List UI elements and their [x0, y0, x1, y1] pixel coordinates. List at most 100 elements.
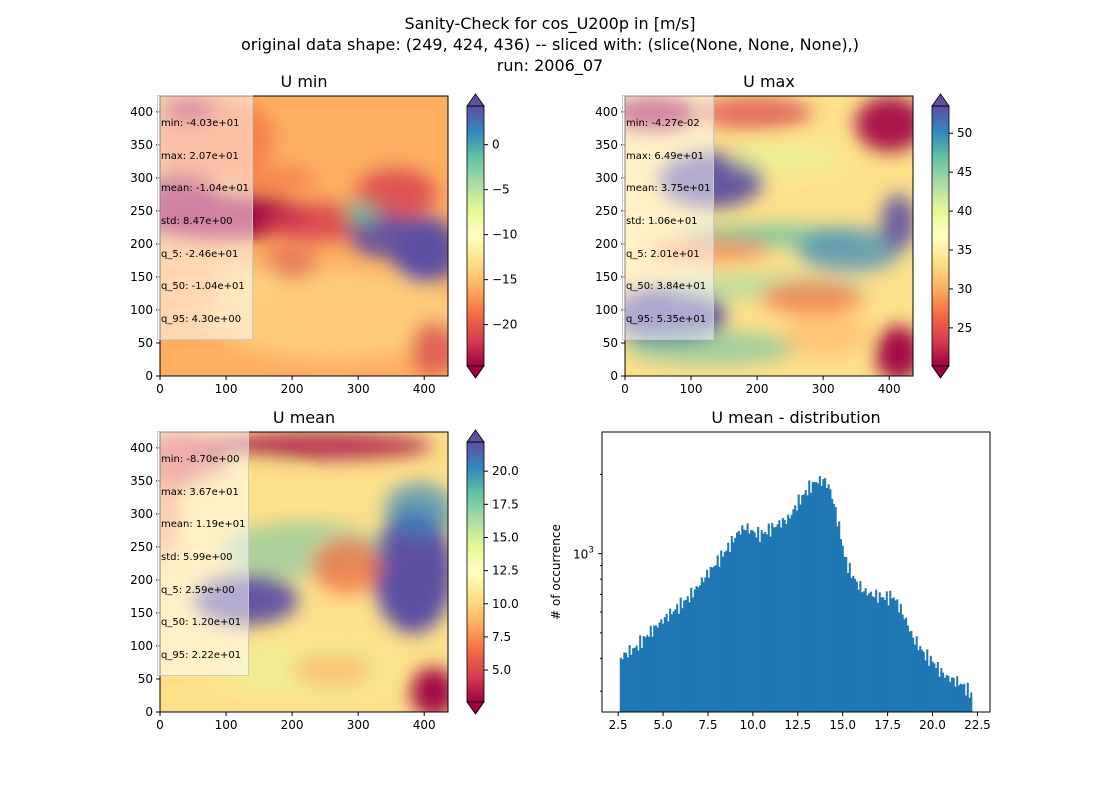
histogram-bar	[697, 587, 700, 712]
umin-colorbar-tick-label: −20	[492, 318, 517, 332]
umax-stats-box: min: -4.27e-02 max: 6.49e+01 mean: 3.75e…	[622, 95, 715, 340]
histogram-bar	[873, 597, 876, 712]
histogram-bar	[751, 530, 754, 712]
umax-stat-q95: q_95: 5.35e+01	[626, 314, 707, 326]
histogram-bar	[788, 518, 791, 712]
umean-stat-max: max: 3.67e+01	[161, 486, 239, 498]
histogram-bar	[827, 484, 830, 712]
histogram-bar	[741, 525, 744, 712]
umax-y-tick-label: 400	[595, 105, 618, 119]
umax-y-tick-label: 0	[610, 369, 618, 383]
histogram-bar	[665, 613, 668, 712]
umin-y-tick-label: 350	[130, 138, 153, 152]
histogram-bar	[825, 488, 828, 712]
histogram-bar	[929, 655, 932, 712]
histogram-bar	[760, 530, 763, 712]
histogram-bar	[725, 550, 728, 712]
histogram-bar	[679, 597, 682, 712]
histogram-x-tick-label: 15.0	[829, 718, 856, 732]
umean-stat-mean: mean: 1.19e+01	[161, 519, 246, 531]
histogram-bar	[688, 602, 691, 712]
histogram-bar	[799, 504, 802, 712]
histogram-bar	[785, 523, 788, 712]
histogram-bar	[968, 697, 971, 712]
umax-heatmap-cell	[760, 280, 865, 315]
umax-y-tick-label: 350	[595, 138, 618, 152]
histogram-bar	[670, 614, 673, 712]
histogram-x-tick-label: 5.0	[654, 718, 673, 732]
histogram-bar	[676, 604, 679, 712]
histogram-bar	[755, 537, 758, 712]
histogram-bar	[728, 552, 732, 712]
umin-stat-min: min: -4.03e+01	[161, 117, 240, 129]
histogram-bar	[686, 596, 689, 712]
histogram-bar	[787, 514, 790, 712]
histogram-bar	[887, 605, 890, 712]
histogram-x-tick-label: 22.5	[964, 718, 991, 732]
umean-stat-min: min: -8.70e+00	[161, 453, 240, 465]
histogram-bar	[693, 589, 696, 712]
umin-heatmap-cell	[355, 168, 437, 220]
umin-colorbar-tick-label: −5	[492, 183, 510, 197]
umax-colorbar	[932, 106, 949, 366]
histogram-bar	[662, 623, 665, 712]
histogram-bar	[713, 566, 716, 712]
histogram-bar	[621, 659, 624, 712]
histogram-bar	[709, 566, 712, 712]
histogram-bar	[736, 532, 739, 712]
umean-heatmap-cell	[384, 482, 448, 539]
histogram-bar	[669, 608, 672, 712]
umin-panel-title: U min	[280, 72, 328, 91]
histogram-bar	[695, 586, 698, 712]
histogram-bar	[632, 648, 635, 712]
histogram-bar	[943, 677, 946, 712]
histogram-bar	[938, 676, 941, 712]
histogram-bar	[707, 577, 710, 712]
histogram-bar	[633, 647, 636, 712]
histogram-bar	[839, 539, 843, 712]
umean-colorbar-tick-label: 15.0	[492, 530, 519, 544]
histogram-bar	[723, 551, 726, 712]
histogram-bar	[773, 527, 776, 712]
histogram-bar	[820, 485, 823, 712]
histogram-bar	[748, 533, 751, 712]
histogram-bar	[838, 521, 841, 712]
histogram-bar	[852, 575, 855, 712]
histogram-bar	[817, 483, 820, 712]
umax-y-tick-label: 250	[595, 204, 618, 218]
histogram-x-tick-label: 20.0	[919, 718, 946, 732]
umin-x-tick-label: 300	[347, 382, 370, 396]
histogram-bar	[957, 685, 961, 712]
histogram-bar	[947, 675, 950, 712]
histogram-bar	[917, 650, 920, 712]
histogram-bar	[769, 536, 772, 712]
umin-colorbar-extend-bottom	[466, 365, 485, 379]
histogram-x-tick-label: 2.5	[609, 718, 628, 732]
umin-y-tick-label: 200	[130, 237, 153, 251]
umin-heatmap-cell	[234, 166, 316, 194]
histogram-bar	[644, 637, 647, 712]
umax-colorbar-frame	[931, 105, 950, 367]
umean-stat-q50: q_50: 1.20e+01	[161, 617, 242, 629]
umean-x-tick-label: 100	[215, 718, 238, 732]
umean-heatmap-cell	[373, 510, 448, 634]
histogram-bar	[630, 654, 633, 712]
histogram-bar	[750, 530, 753, 712]
histogram-bar	[628, 645, 631, 712]
histogram-bar	[829, 489, 832, 712]
umean-heatmap-cell	[203, 432, 434, 460]
histogram-x-tick-label: 10.0	[740, 718, 767, 732]
umax-x-tick-label: 300	[812, 382, 835, 396]
histogram-bar	[956, 676, 959, 712]
umax-heatmap-cell	[797, 227, 902, 273]
histogram-bar	[922, 651, 925, 712]
histogram-bar	[758, 541, 761, 712]
histogram-bar	[889, 590, 892, 712]
histogram-bar	[743, 529, 746, 712]
histogram-bar	[716, 555, 719, 712]
histogram-bar	[843, 556, 846, 712]
umean-x-tick-label: 400	[413, 718, 436, 732]
histogram-bar	[961, 684, 964, 712]
histogram-bar	[892, 597, 895, 712]
histogram-bar	[626, 657, 629, 712]
